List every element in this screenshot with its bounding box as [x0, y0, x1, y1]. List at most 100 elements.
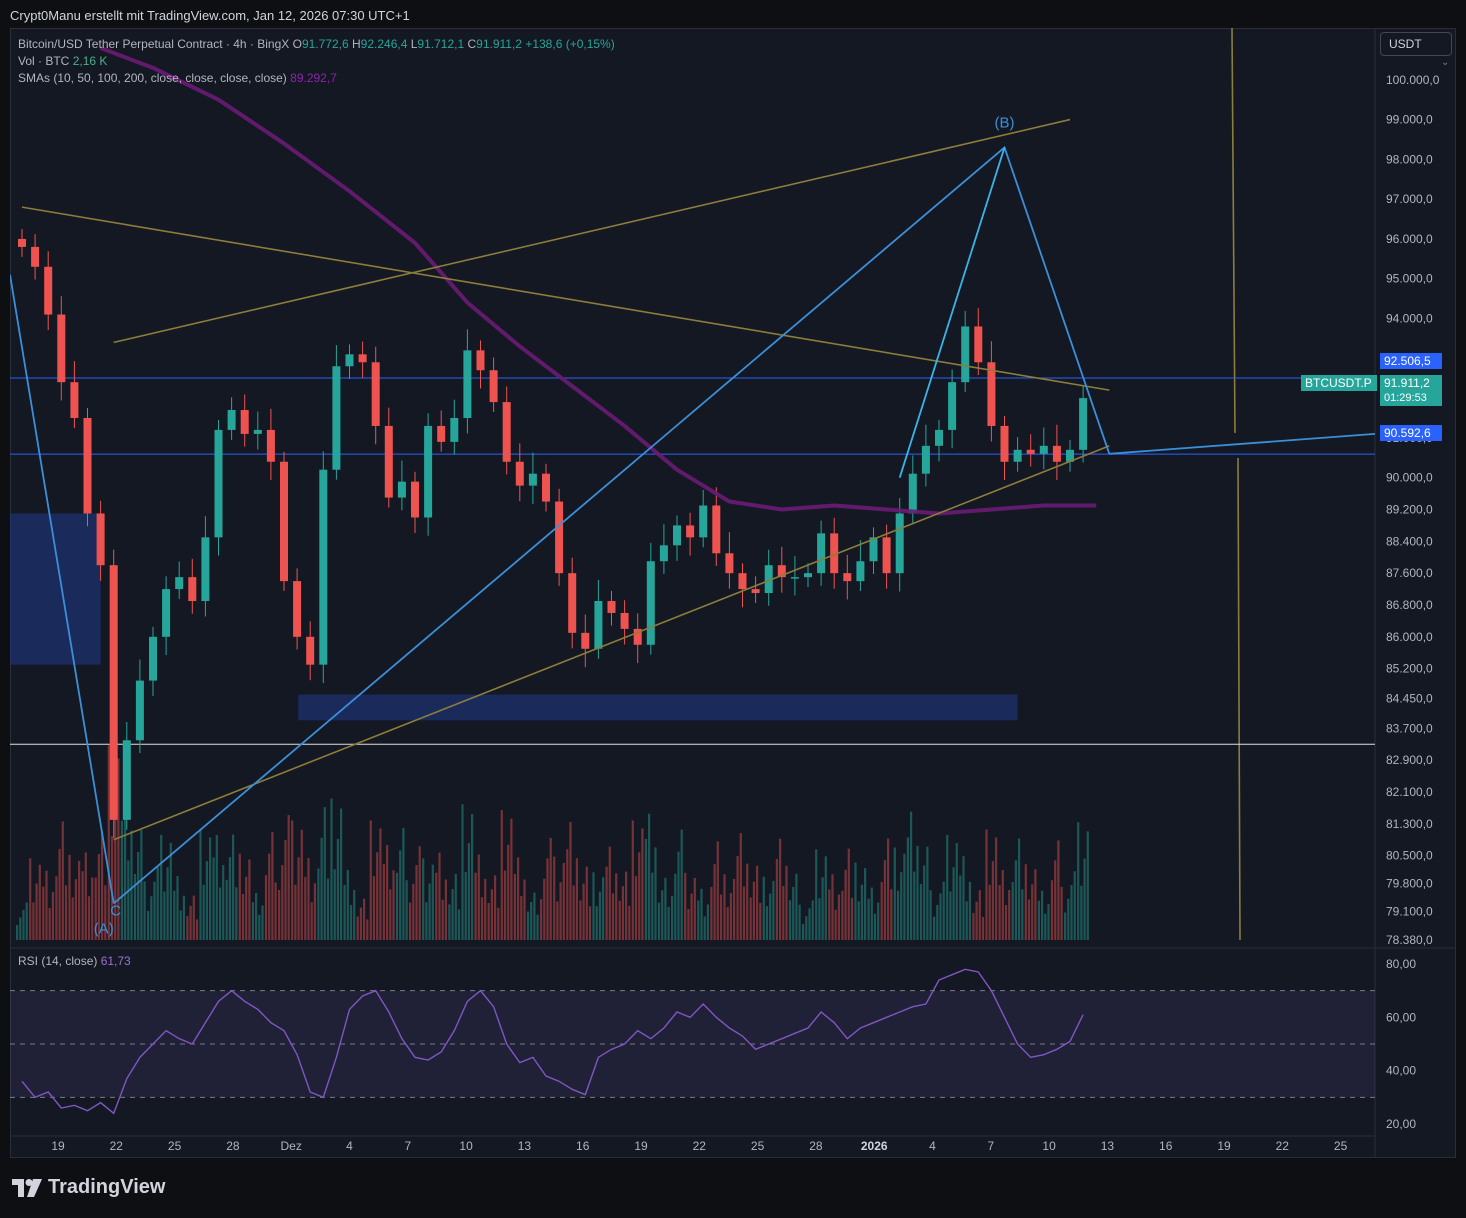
candle-body	[57, 314, 66, 383]
ohlc-low-value: 91.712,1	[417, 37, 465, 51]
volume-bar	[641, 828, 644, 940]
volume-bar	[51, 892, 54, 940]
time-tick-label: 4	[929, 1139, 936, 1153]
price-chart[interactable]: (B)(A)C100.000,099.000,098.000,097.000,0…	[10, 28, 1456, 1158]
volume-bar	[300, 829, 303, 940]
volume-bar	[870, 887, 873, 940]
ohlc-high-label: H	[352, 37, 361, 51]
volume-bar	[890, 889, 893, 940]
volume-bar	[156, 867, 159, 940]
volume-bar	[1070, 885, 1073, 940]
volume-value: 2,16 K	[72, 54, 108, 68]
candle-body	[777, 565, 786, 578]
volume-bar	[153, 881, 156, 940]
volume-bar	[785, 865, 788, 940]
volume-bar	[788, 900, 792, 940]
volume-bar	[438, 852, 441, 940]
volume-bar	[255, 892, 258, 940]
candle-body	[175, 577, 184, 590]
candle-body	[987, 362, 996, 426]
volume-bar	[307, 858, 310, 940]
volume-bar	[588, 906, 592, 940]
sma-line	[99, 46, 1097, 516]
volume-bar	[1004, 905, 1008, 940]
volume-bar	[762, 876, 765, 940]
volume-bar	[523, 879, 526, 940]
volume-bar	[68, 854, 71, 940]
volume-bar	[117, 758, 120, 940]
volume-bar	[526, 911, 530, 940]
wave-path	[113, 145, 1111, 905]
rsi-tick-label: 60,00	[1386, 1010, 1416, 1024]
ohlc-low-label: L	[410, 37, 418, 51]
time-tick-label: 22	[693, 1139, 707, 1153]
volume-bar	[723, 874, 726, 940]
volume-bar	[824, 856, 827, 940]
candle-body	[149, 636, 157, 681]
volume-bar	[87, 896, 91, 940]
volume-bar	[749, 897, 752, 940]
volume-bar	[143, 881, 146, 940]
currency-button[interactable]: USDT	[1380, 32, 1452, 56]
volume-bar	[657, 902, 661, 940]
volume-bar	[369, 820, 372, 940]
rsi-tick-label: 80,00	[1386, 957, 1416, 971]
volume-bar	[651, 872, 654, 940]
volume-bar	[166, 867, 169, 940]
wave-leg-line	[1109, 433, 1376, 455]
time-tick-label: 10	[459, 1139, 473, 1153]
volume-bar	[64, 885, 68, 940]
volume-bar	[268, 853, 271, 940]
candle-body	[162, 589, 171, 637]
volume-bar	[611, 893, 615, 940]
price-tick-label: 79.100,0	[1386, 904, 1433, 918]
volume-bar	[409, 902, 412, 940]
volume-bar	[205, 861, 208, 940]
candle-body	[240, 410, 249, 434]
time-tick-label: 13	[518, 1139, 532, 1153]
candle-body	[699, 505, 708, 538]
price-tick-label: 86.000,0	[1386, 630, 1433, 644]
volume-bar	[959, 875, 962, 940]
candle-body	[895, 513, 904, 574]
volume-bar	[336, 838, 339, 940]
symbol-name: Bitcoin/USD Tether Perpetual Contract · …	[18, 37, 290, 51]
bar-countdown-badge: 01:29:53	[1380, 390, 1442, 406]
volume-bar	[412, 883, 415, 940]
support-price-badge: 90.592,6	[1380, 425, 1442, 441]
volume-bar	[949, 891, 952, 940]
time-tick-label: 13	[1101, 1139, 1115, 1153]
volume-bar	[503, 870, 507, 940]
volume-bar	[494, 875, 497, 940]
volume-bar	[147, 910, 150, 940]
volume-bar	[818, 898, 821, 940]
candle-body	[293, 581, 302, 637]
volume-bar	[379, 828, 382, 940]
candle-body	[450, 417, 459, 442]
price-tick-label: 90.000,0	[1386, 471, 1433, 485]
volume-bar	[186, 916, 189, 940]
volume-bar	[71, 897, 74, 940]
volume-bar	[287, 815, 290, 940]
candle-body	[109, 565, 118, 820]
candle-body	[332, 366, 341, 470]
volume-bar	[595, 906, 598, 940]
volume-bar	[896, 890, 900, 940]
candle-body	[1079, 398, 1088, 450]
volume-bar	[81, 871, 84, 940]
volume-bar	[278, 890, 281, 940]
volume-bar	[133, 874, 137, 940]
tradingview-logo: TradingView	[12, 1176, 165, 1199]
wave-label-a: (A)	[94, 920, 114, 937]
volume-bar	[779, 838, 782, 940]
price-tick-label: 84.450,0	[1386, 691, 1433, 705]
chevron-down-icon[interactable]: ⌄	[1441, 57, 1450, 68]
volume-bar	[405, 880, 408, 940]
volume-bar	[1064, 912, 1067, 940]
volume-bar	[179, 910, 182, 940]
volume-bar	[490, 889, 493, 940]
volume-bar	[326, 878, 330, 940]
candle-body	[306, 636, 315, 665]
volume-bar	[199, 829, 202, 940]
candle-body	[882, 537, 891, 574]
